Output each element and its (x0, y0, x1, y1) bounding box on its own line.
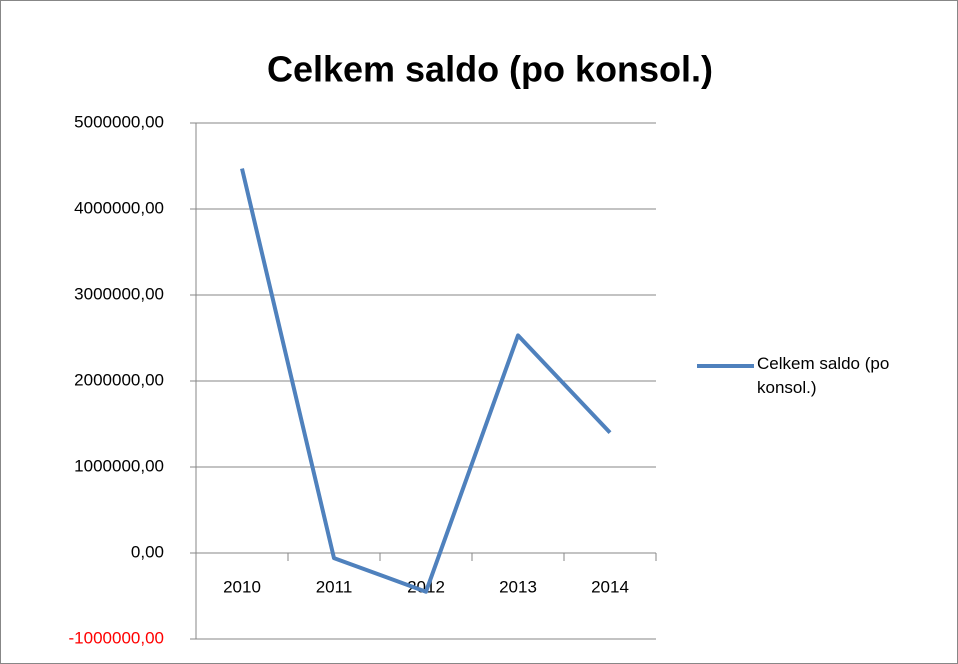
y-tick-label: 3000000,00 (74, 284, 164, 303)
y-tick-label: -1000000,00 (69, 628, 164, 647)
x-tick-label: 2013 (499, 577, 537, 596)
y-tick-label: 5000000,00 (74, 112, 164, 131)
x-tick-label: 2014 (591, 577, 629, 596)
x-tick-label: 2011 (316, 577, 353, 596)
y-tick-label: 2000000,00 (74, 370, 164, 389)
data-line (240, 168, 612, 594)
chart-title: Celkem saldo (po konsol.) (267, 49, 713, 90)
legend-label: Celkem saldo (po konsol.) (757, 354, 890, 397)
y-tick-label: 0,00 (131, 542, 164, 561)
y-tick-label: 4000000,00 (74, 198, 164, 217)
y-tick-label: 1000000,00 (74, 456, 164, 475)
x-tick-label: 2010 (223, 577, 261, 596)
